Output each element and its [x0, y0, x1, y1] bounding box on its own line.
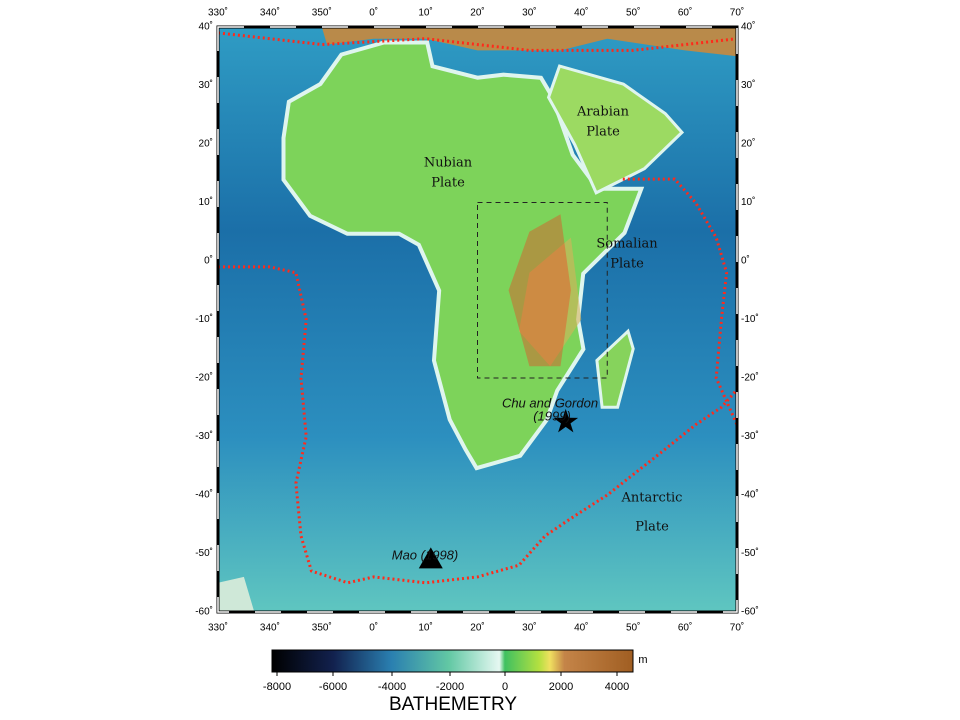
- lat-label: 10˚: [741, 196, 755, 208]
- plate-label: Plate: [610, 257, 644, 272]
- colorbar-label: -6000: [319, 681, 347, 693]
- lon-label: 30˚: [522, 7, 536, 19]
- lon-label: 340˚: [260, 622, 280, 634]
- lon-label: 60˚: [678, 622, 692, 634]
- lon-label: 340˚: [260, 7, 280, 19]
- lat-label: -30˚: [195, 430, 213, 442]
- lon-label: 330˚: [208, 622, 228, 634]
- lon-label: 50˚: [626, 622, 640, 634]
- colorbar-label: 2000: [549, 681, 573, 693]
- lon-label: 60˚: [678, 7, 692, 19]
- lat-label: -20˚: [741, 372, 759, 384]
- lat-label: -10˚: [741, 313, 759, 325]
- colorbar-label: 4000: [605, 681, 629, 693]
- lat-label: 30˚: [199, 79, 213, 91]
- lat-label: 40˚: [199, 21, 213, 33]
- map-area: [218, 27, 737, 612]
- study-region: [477, 202, 608, 379]
- seismicity: [218, 265, 737, 585]
- lat-label: 0˚: [741, 255, 750, 267]
- lon-label: 350˚: [312, 7, 332, 19]
- colorbar-label: -8000: [263, 681, 291, 693]
- lon-label: 20˚: [470, 622, 484, 634]
- plate-label: Plate: [431, 176, 465, 191]
- rift-highland: [519, 237, 582, 367]
- lon-label: 70˚: [730, 622, 744, 634]
- land: [321, 27, 737, 57]
- lat-label: -50˚: [741, 547, 759, 559]
- lat-label: -40˚: [195, 489, 213, 501]
- lon-label: 50˚: [626, 7, 640, 19]
- star-marker: [553, 408, 579, 433]
- lon-label: 0˚: [369, 7, 378, 19]
- seismicity: [508, 214, 571, 367]
- lon-label: 0˚: [369, 622, 378, 634]
- lat-label: 30˚: [741, 79, 755, 91]
- plate-label: Arabian: [576, 105, 630, 120]
- annotation: Mao (1998): [392, 547, 458, 562]
- land: [550, 67, 680, 191]
- lat-label: -10˚: [195, 313, 213, 325]
- plate-label: Somalian: [596, 237, 658, 252]
- plate-label: Antarctic: [621, 491, 683, 506]
- colorbar-label: -4000: [378, 681, 406, 693]
- triangle-marker: [418, 547, 443, 569]
- colorbar-unit: m: [638, 654, 647, 666]
- annotation: Chu and Gordon: [502, 395, 598, 410]
- lat-label: -60˚: [195, 606, 213, 618]
- lat-label: -60˚: [741, 606, 759, 618]
- lat-label: -50˚: [195, 547, 213, 559]
- lon-label: 70˚: [730, 7, 744, 19]
- plate-label: Plate: [586, 125, 620, 140]
- lat-label: -40˚: [741, 489, 759, 501]
- land: [595, 328, 635, 409]
- seismicity: [218, 31, 737, 52]
- lat-label: 40˚: [741, 21, 755, 33]
- colorbar-label: -2000: [436, 681, 464, 693]
- lat-label: -20˚: [195, 372, 213, 384]
- seismicity: [622, 177, 737, 426]
- lat-label: 0˚: [204, 255, 213, 267]
- lon-label: 20˚: [470, 7, 484, 19]
- annotation: (1999): [533, 408, 571, 423]
- lat-label: 10˚: [199, 196, 213, 208]
- lon-label: 40˚: [574, 622, 588, 634]
- colorbar-title: BATHEMETRY: [389, 694, 517, 715]
- lat-label: 20˚: [741, 138, 755, 150]
- lat-label: 20˚: [199, 138, 213, 150]
- lon-label: 350˚: [312, 622, 332, 634]
- map-frame-ticks: [217, 26, 738, 613]
- lon-label: 40˚: [574, 7, 588, 19]
- lon-label: 10˚: [418, 7, 432, 19]
- colorbar: [271, 649, 634, 673]
- lon-label: 330˚: [208, 7, 228, 19]
- lon-label: 10˚: [418, 622, 432, 634]
- colorbar-label: 0: [502, 681, 508, 693]
- lat-label: -30˚: [741, 430, 759, 442]
- lon-label: 30˚: [522, 622, 536, 634]
- land: [218, 576, 255, 612]
- plate-label: Plate: [635, 520, 669, 535]
- plate-label: Nubian: [424, 156, 473, 171]
